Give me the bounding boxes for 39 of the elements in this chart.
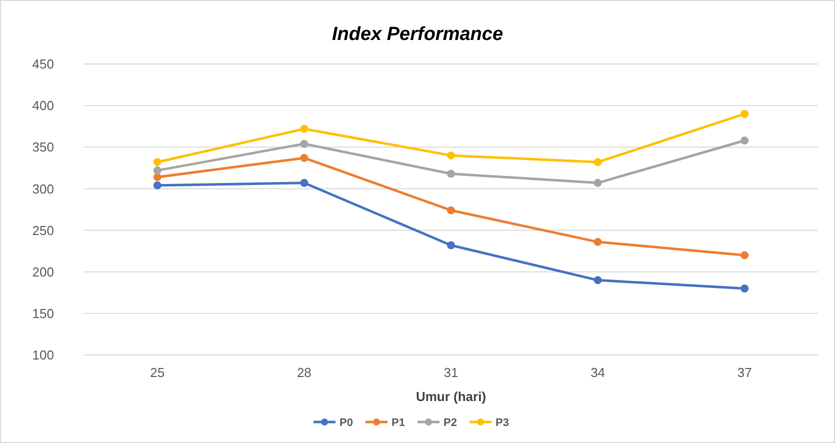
legend-label: P2 xyxy=(444,416,457,429)
x-tick-label: 25 xyxy=(150,365,165,380)
y-tick-label: 150 xyxy=(32,306,54,321)
point xyxy=(740,251,749,260)
point xyxy=(594,158,602,166)
point xyxy=(594,276,602,284)
y-tick-label: 400 xyxy=(32,98,54,114)
point xyxy=(153,158,162,166)
y-tick-label: 350 xyxy=(32,140,54,155)
point xyxy=(153,173,162,182)
legend-label: P1 xyxy=(392,416,405,429)
point xyxy=(447,241,455,250)
legend-label: P3 xyxy=(496,416,509,429)
point xyxy=(153,181,162,190)
legend-label: P0 xyxy=(340,416,353,429)
point xyxy=(300,124,308,133)
point xyxy=(594,238,602,246)
y-tick-label: 250 xyxy=(32,222,54,238)
y-tick-label: 300 xyxy=(32,181,54,196)
y-tick-label: 200 xyxy=(32,264,54,280)
x-axis-title: Umur (hari) xyxy=(416,389,486,404)
point xyxy=(447,206,455,214)
point xyxy=(447,170,455,178)
point xyxy=(447,151,455,160)
point xyxy=(300,178,308,187)
point xyxy=(740,284,749,292)
point xyxy=(300,154,308,162)
x-tick-label: 37 xyxy=(737,365,752,380)
x-tick-label: 28 xyxy=(296,365,312,380)
point xyxy=(740,110,749,118)
point xyxy=(300,140,308,148)
y-tick-label: 100 xyxy=(32,348,54,363)
x-tick-label: 34 xyxy=(590,365,606,380)
point xyxy=(594,178,602,187)
point xyxy=(153,166,162,174)
x-tick-label: 31 xyxy=(444,365,458,380)
chart-title: Index Performance xyxy=(332,24,504,45)
point xyxy=(740,136,749,144)
y-tick-label: 450 xyxy=(32,56,54,72)
